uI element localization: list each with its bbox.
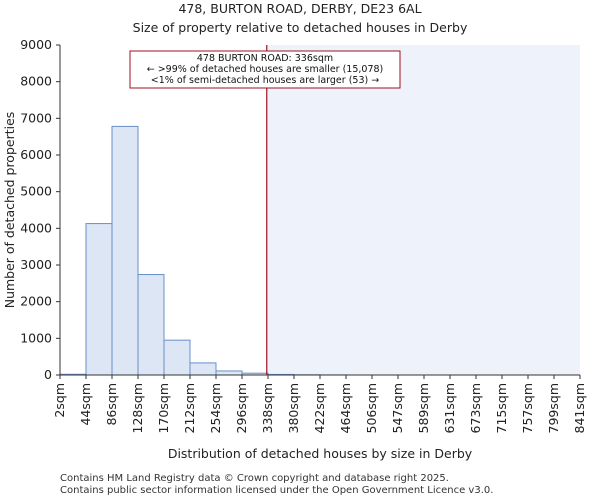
- x-tick-label: 2sqm: [52, 383, 67, 418]
- chart-subtitle: Size of property relative to detached ho…: [132, 20, 468, 35]
- histogram-bar: [215, 370, 243, 376]
- y-tick-label: 7000: [20, 110, 52, 125]
- histogram-bar: [189, 362, 217, 376]
- histogram-chart: 0 1000 2000 3000 4000 5000 6000 7000 8000 9000 2s…: [2, 37, 587, 461]
- x-tick-label: 547sqm: [390, 383, 405, 433]
- annotation-line-2: ← >99% of detached houses are smaller (1…: [147, 64, 384, 75]
- x-tick-label: 212sqm: [182, 383, 197, 433]
- x-tick-label: 128sqm: [130, 383, 145, 433]
- y-tick-label: 3000: [20, 257, 52, 272]
- y-tick-label: 8000: [20, 74, 52, 89]
- annotation-line-1: 478 BURTON ROAD: 336sqm: [197, 53, 333, 64]
- footer-licence: Contains public sector information licen…: [60, 485, 494, 496]
- x-tick-label: 589sqm: [416, 383, 431, 433]
- x-axis-label: Distribution of detached houses by size …: [168, 446, 473, 461]
- footer-copyright: Contains HM Land Registry data © Crown c…: [60, 473, 449, 484]
- x-tick-label: 422sqm: [312, 383, 327, 433]
- x-tick-label: 338sqm: [260, 383, 275, 433]
- x-tick-label: 86sqm: [104, 383, 119, 426]
- x-tick-label: 170sqm: [156, 383, 171, 433]
- histogram-bar: [85, 223, 113, 376]
- annotation-line-3: <1% of semi-detached houses are larger (…: [151, 75, 379, 86]
- y-tick-label: 0: [44, 367, 52, 382]
- x-tick-label: 673sqm: [468, 383, 483, 433]
- x-tick-label: 715sqm: [494, 383, 509, 433]
- x-tick-label: 380sqm: [286, 383, 301, 433]
- y-tick-label: 6000: [20, 147, 52, 162]
- y-tick-label: 4000: [20, 220, 52, 235]
- x-tick-label: 254sqm: [208, 383, 223, 433]
- x-tick-label: 44sqm: [78, 383, 93, 426]
- x-tick-label: 799sqm: [546, 383, 561, 433]
- x-tick-label: 464sqm: [338, 383, 353, 433]
- x-tick-label: 296sqm: [234, 383, 249, 433]
- x-tick-label: 631sqm: [442, 383, 457, 433]
- histogram-bar: [163, 339, 191, 376]
- y-tick-label: 5000: [20, 184, 52, 199]
- y-tick-label: 1000: [20, 330, 52, 345]
- histogram-bar: [111, 125, 139, 376]
- x-tick-label: 506sqm: [364, 383, 379, 433]
- annotation-box: [129, 50, 401, 89]
- y-axis-label: Number of detached properties: [2, 112, 17, 309]
- y-tick-label: 9000: [20, 37, 52, 52]
- histogram-bar: [137, 274, 165, 376]
- y-tick-label: 2000: [20, 294, 52, 309]
- larger-region-shading: [266, 45, 580, 375]
- x-tick-label: 757sqm: [520, 383, 535, 433]
- x-tick-label: 841sqm: [572, 383, 587, 433]
- chart-title: 478, BURTON ROAD, DERBY, DE23 6AL: [178, 1, 422, 16]
